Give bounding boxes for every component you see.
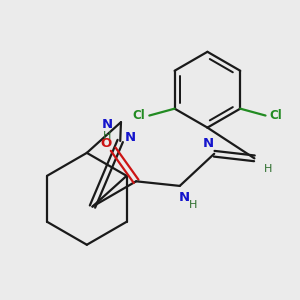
Text: N: N bbox=[102, 118, 113, 131]
Text: N: N bbox=[125, 131, 136, 144]
Text: N: N bbox=[179, 191, 190, 204]
Text: H: H bbox=[264, 164, 272, 174]
Text: Cl: Cl bbox=[133, 109, 146, 122]
Text: H: H bbox=[189, 200, 198, 210]
Text: O: O bbox=[100, 137, 112, 150]
Text: H: H bbox=[103, 131, 111, 141]
Text: N: N bbox=[203, 137, 214, 150]
Text: Cl: Cl bbox=[269, 109, 282, 122]
